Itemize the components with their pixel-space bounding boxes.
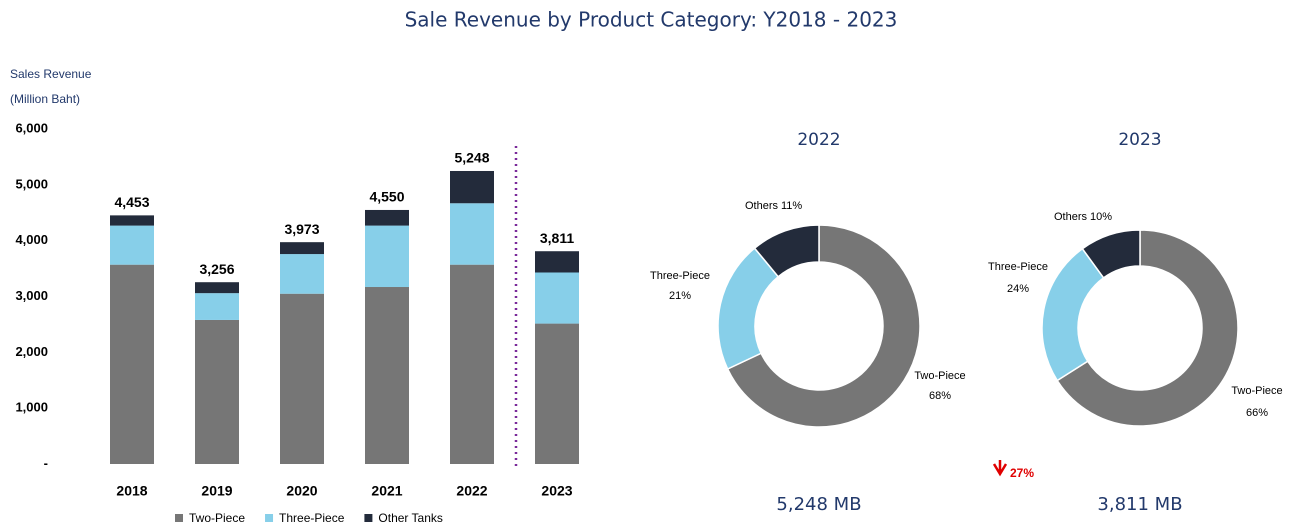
total-label: 4,550 bbox=[369, 189, 404, 205]
pie-total: 5,248 MB bbox=[776, 494, 861, 515]
total-label: 3,256 bbox=[199, 261, 234, 277]
total-label: 3,811 bbox=[540, 230, 574, 246]
y-tick-label: 3,000 bbox=[15, 288, 48, 303]
down-arrow bbox=[992, 460, 1008, 477]
legend-swatch bbox=[364, 514, 373, 522]
bar-segment bbox=[450, 203, 494, 265]
change-label: 27% bbox=[1010, 466, 1034, 480]
total-label: 4,453 bbox=[114, 194, 149, 210]
slice-category: Others bbox=[1054, 211, 1088, 223]
y-axis-label: Sales Revenue bbox=[10, 67, 92, 81]
bar-segment bbox=[535, 272, 579, 324]
page-title: Sale Revenue by Product Category: Y2018 … bbox=[405, 8, 898, 32]
bar-segment bbox=[365, 225, 409, 288]
slice-category: Others bbox=[745, 200, 779, 212]
slice-category: Three-Piece bbox=[988, 261, 1048, 273]
donut-slice bbox=[1081, 229, 1141, 279]
legend-label: Other Tanks bbox=[378, 511, 442, 525]
bar-segment bbox=[195, 319, 239, 464]
bar-segment bbox=[535, 251, 579, 273]
pie-total: 3,811 MB bbox=[1097, 494, 1182, 515]
x-tick-label: 2018 bbox=[116, 483, 147, 499]
donut-slice bbox=[1041, 247, 1105, 382]
bar-segment bbox=[365, 287, 409, 464]
slice-value: 68% bbox=[929, 390, 951, 402]
total-label: 3,973 bbox=[284, 221, 319, 237]
total-label: 5,248 bbox=[454, 150, 489, 166]
x-tick-label: 2022 bbox=[456, 483, 487, 499]
slice-value: 66% bbox=[1246, 407, 1268, 419]
bar-segment bbox=[110, 264, 154, 464]
bar-segment bbox=[280, 254, 324, 294]
pie-title: 2023 bbox=[1118, 130, 1161, 150]
bar-segment bbox=[535, 323, 579, 464]
donut-slice bbox=[726, 224, 921, 428]
y-tick-label: 2,000 bbox=[15, 344, 48, 359]
x-tick-label: 2019 bbox=[201, 483, 232, 499]
x-tick-label: 2021 bbox=[371, 483, 402, 499]
legend-label: Three-Piece bbox=[279, 511, 345, 525]
slice-value: 10% bbox=[1090, 211, 1112, 223]
bar-segment bbox=[195, 282, 239, 294]
y-tick-label: 1,000 bbox=[15, 400, 48, 415]
bar-segment bbox=[365, 209, 409, 226]
bar-segment bbox=[280, 293, 324, 464]
y-tick-label: 6,000 bbox=[15, 120, 48, 135]
y-tick-label: 4,000 bbox=[15, 232, 48, 247]
bar-segment bbox=[110, 225, 154, 265]
legend-label: Two-Piece bbox=[189, 511, 245, 525]
bar-segment bbox=[195, 293, 239, 320]
slice-category: Three-Piece bbox=[650, 270, 710, 282]
x-tick-label: 2020 bbox=[286, 483, 317, 499]
bar-segment bbox=[280, 242, 324, 255]
legend-swatch bbox=[175, 514, 183, 522]
bar-segment bbox=[450, 170, 494, 204]
slice-category: Two-Piece bbox=[914, 370, 965, 382]
slice-value: 11% bbox=[781, 200, 802, 212]
y-axis-label: (Million Baht) bbox=[10, 92, 80, 106]
x-tick-label: 2023 bbox=[541, 483, 572, 499]
legend-swatch bbox=[265, 514, 274, 522]
y-tick-label: - bbox=[44, 455, 48, 470]
bar-segment bbox=[110, 215, 154, 226]
bar-segment bbox=[450, 264, 494, 464]
donut-slice bbox=[753, 224, 820, 278]
slice-value: 24% bbox=[1007, 283, 1029, 295]
slice-value: 21% bbox=[669, 290, 691, 302]
slice-category: Two-Piece bbox=[1231, 385, 1282, 397]
pie-title: 2022 bbox=[797, 130, 840, 150]
y-tick-label: 5,000 bbox=[15, 176, 48, 191]
donut-slice bbox=[1056, 229, 1239, 427]
